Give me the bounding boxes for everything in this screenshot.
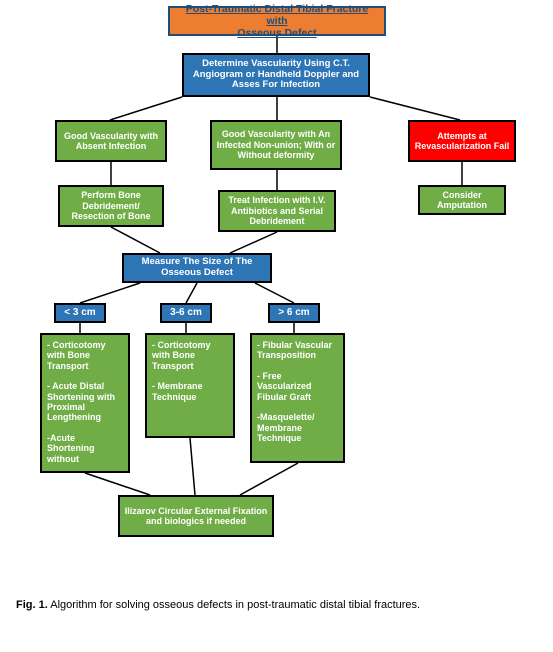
lt3-node: < 3 cm: [54, 303, 106, 323]
debridement-node: Perform Bone Debridement/ Resection of B…: [58, 185, 164, 227]
gt6-node: > 6 cm: [268, 303, 320, 323]
title-line2: Osseous Defect: [174, 27, 380, 39]
treat-infection-node: Treat Infection with I.V. Antibiotics an…: [218, 190, 336, 232]
good-absent-node: Good Vascularity with Absent Infection: [55, 120, 167, 162]
good-infected-node: Good Vascularity with An Infected Non-un…: [210, 120, 342, 170]
b36-node: 3-6 cm: [160, 303, 212, 323]
opt-36-node: - Corticotomy with Bone Transport - Memb…: [145, 333, 235, 438]
opt-lt3-node: - Corticotomy with Bone Transport - Acut…: [40, 333, 130, 473]
measure-node: Measure The Size of The Osseous Defect: [122, 253, 272, 283]
ilizarov-node: Ilizarov Circular External Fixation and …: [118, 495, 274, 537]
title-line1: Post-Traumatic Distal Tibial Fracture wi…: [186, 3, 368, 27]
revasc-fail-node: Attempts at Revascularization Fail: [408, 120, 516, 162]
caption-text: Algorithm for solving osseous defects in…: [48, 599, 420, 611]
opt-gt6-node: - Fibular Vascular Transposition - Free …: [250, 333, 345, 463]
determine-node: Determine Vascularity Using C.T. Angiogr…: [182, 53, 370, 97]
figure-caption: Fig. 1. Algorithm for solving osseous de…: [16, 598, 536, 612]
amputation-node: Consider Amputation: [418, 185, 506, 215]
caption-label: Fig. 1.: [16, 599, 48, 611]
title-box: Post-Traumatic Distal Tibial Fracture wi…: [168, 6, 386, 36]
